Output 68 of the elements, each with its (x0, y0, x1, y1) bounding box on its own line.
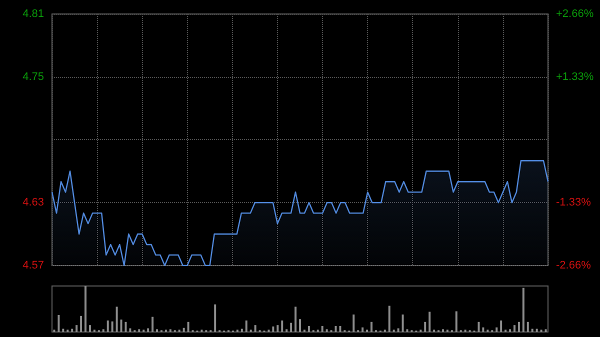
bar (442, 329, 444, 332)
bar (478, 322, 480, 332)
bar (518, 322, 520, 332)
bar (71, 328, 74, 332)
bar (397, 328, 400, 332)
bar (169, 329, 172, 332)
bar (120, 320, 122, 332)
bar (513, 325, 516, 332)
bar (106, 320, 109, 332)
bar (116, 306, 118, 332)
y2-tick-label: +2.66% (556, 8, 594, 20)
bar (276, 325, 279, 332)
bar (80, 316, 82, 332)
bar (84, 286, 87, 332)
y2-tick-label: -1.33% (556, 196, 592, 209)
bar (111, 321, 114, 332)
bar (124, 322, 127, 332)
bar (531, 328, 534, 332)
bar (156, 329, 158, 332)
bar (388, 306, 390, 332)
bar (290, 322, 292, 332)
bar (286, 329, 288, 332)
bar (352, 314, 355, 332)
bar (482, 327, 484, 332)
bar (455, 311, 458, 332)
bar (544, 329, 547, 332)
y2-tick-label: +1.33% (556, 70, 594, 83)
y-tick-label: 4.81 (22, 8, 44, 20)
bar (281, 320, 284, 332)
bar (496, 327, 498, 332)
bar (370, 322, 372, 332)
bar (536, 328, 538, 332)
bar (88, 325, 91, 332)
bar (214, 304, 216, 332)
bar (58, 314, 60, 332)
y-tick-label: 4.63 (22, 196, 44, 209)
bar (182, 328, 185, 332)
bar (500, 320, 502, 332)
bar (339, 326, 342, 332)
bar (326, 329, 328, 332)
bar (321, 326, 324, 332)
bar (152, 316, 154, 332)
bar (406, 329, 408, 332)
bar (102, 329, 104, 332)
bar (428, 312, 431, 332)
bar (424, 322, 426, 332)
bar (308, 326, 310, 332)
bar (509, 329, 512, 332)
bar (294, 306, 297, 332)
y2-tick-label: -2.66% (556, 260, 592, 272)
bar (240, 328, 243, 332)
bar (147, 328, 150, 332)
y-tick-label: 4.57 (22, 260, 44, 272)
bar (187, 322, 190, 332)
y-tick-label: 4.75 (22, 70, 44, 83)
bar (522, 288, 524, 332)
bar (272, 326, 274, 332)
bar (526, 322, 529, 332)
bar (62, 328, 64, 332)
bar (254, 325, 256, 332)
bar (402, 314, 404, 332)
bar (76, 325, 78, 332)
bar (245, 320, 248, 332)
bar (129, 328, 132, 332)
bar (138, 329, 140, 332)
bar (362, 327, 364, 332)
bar (334, 326, 337, 332)
bar (299, 319, 301, 332)
